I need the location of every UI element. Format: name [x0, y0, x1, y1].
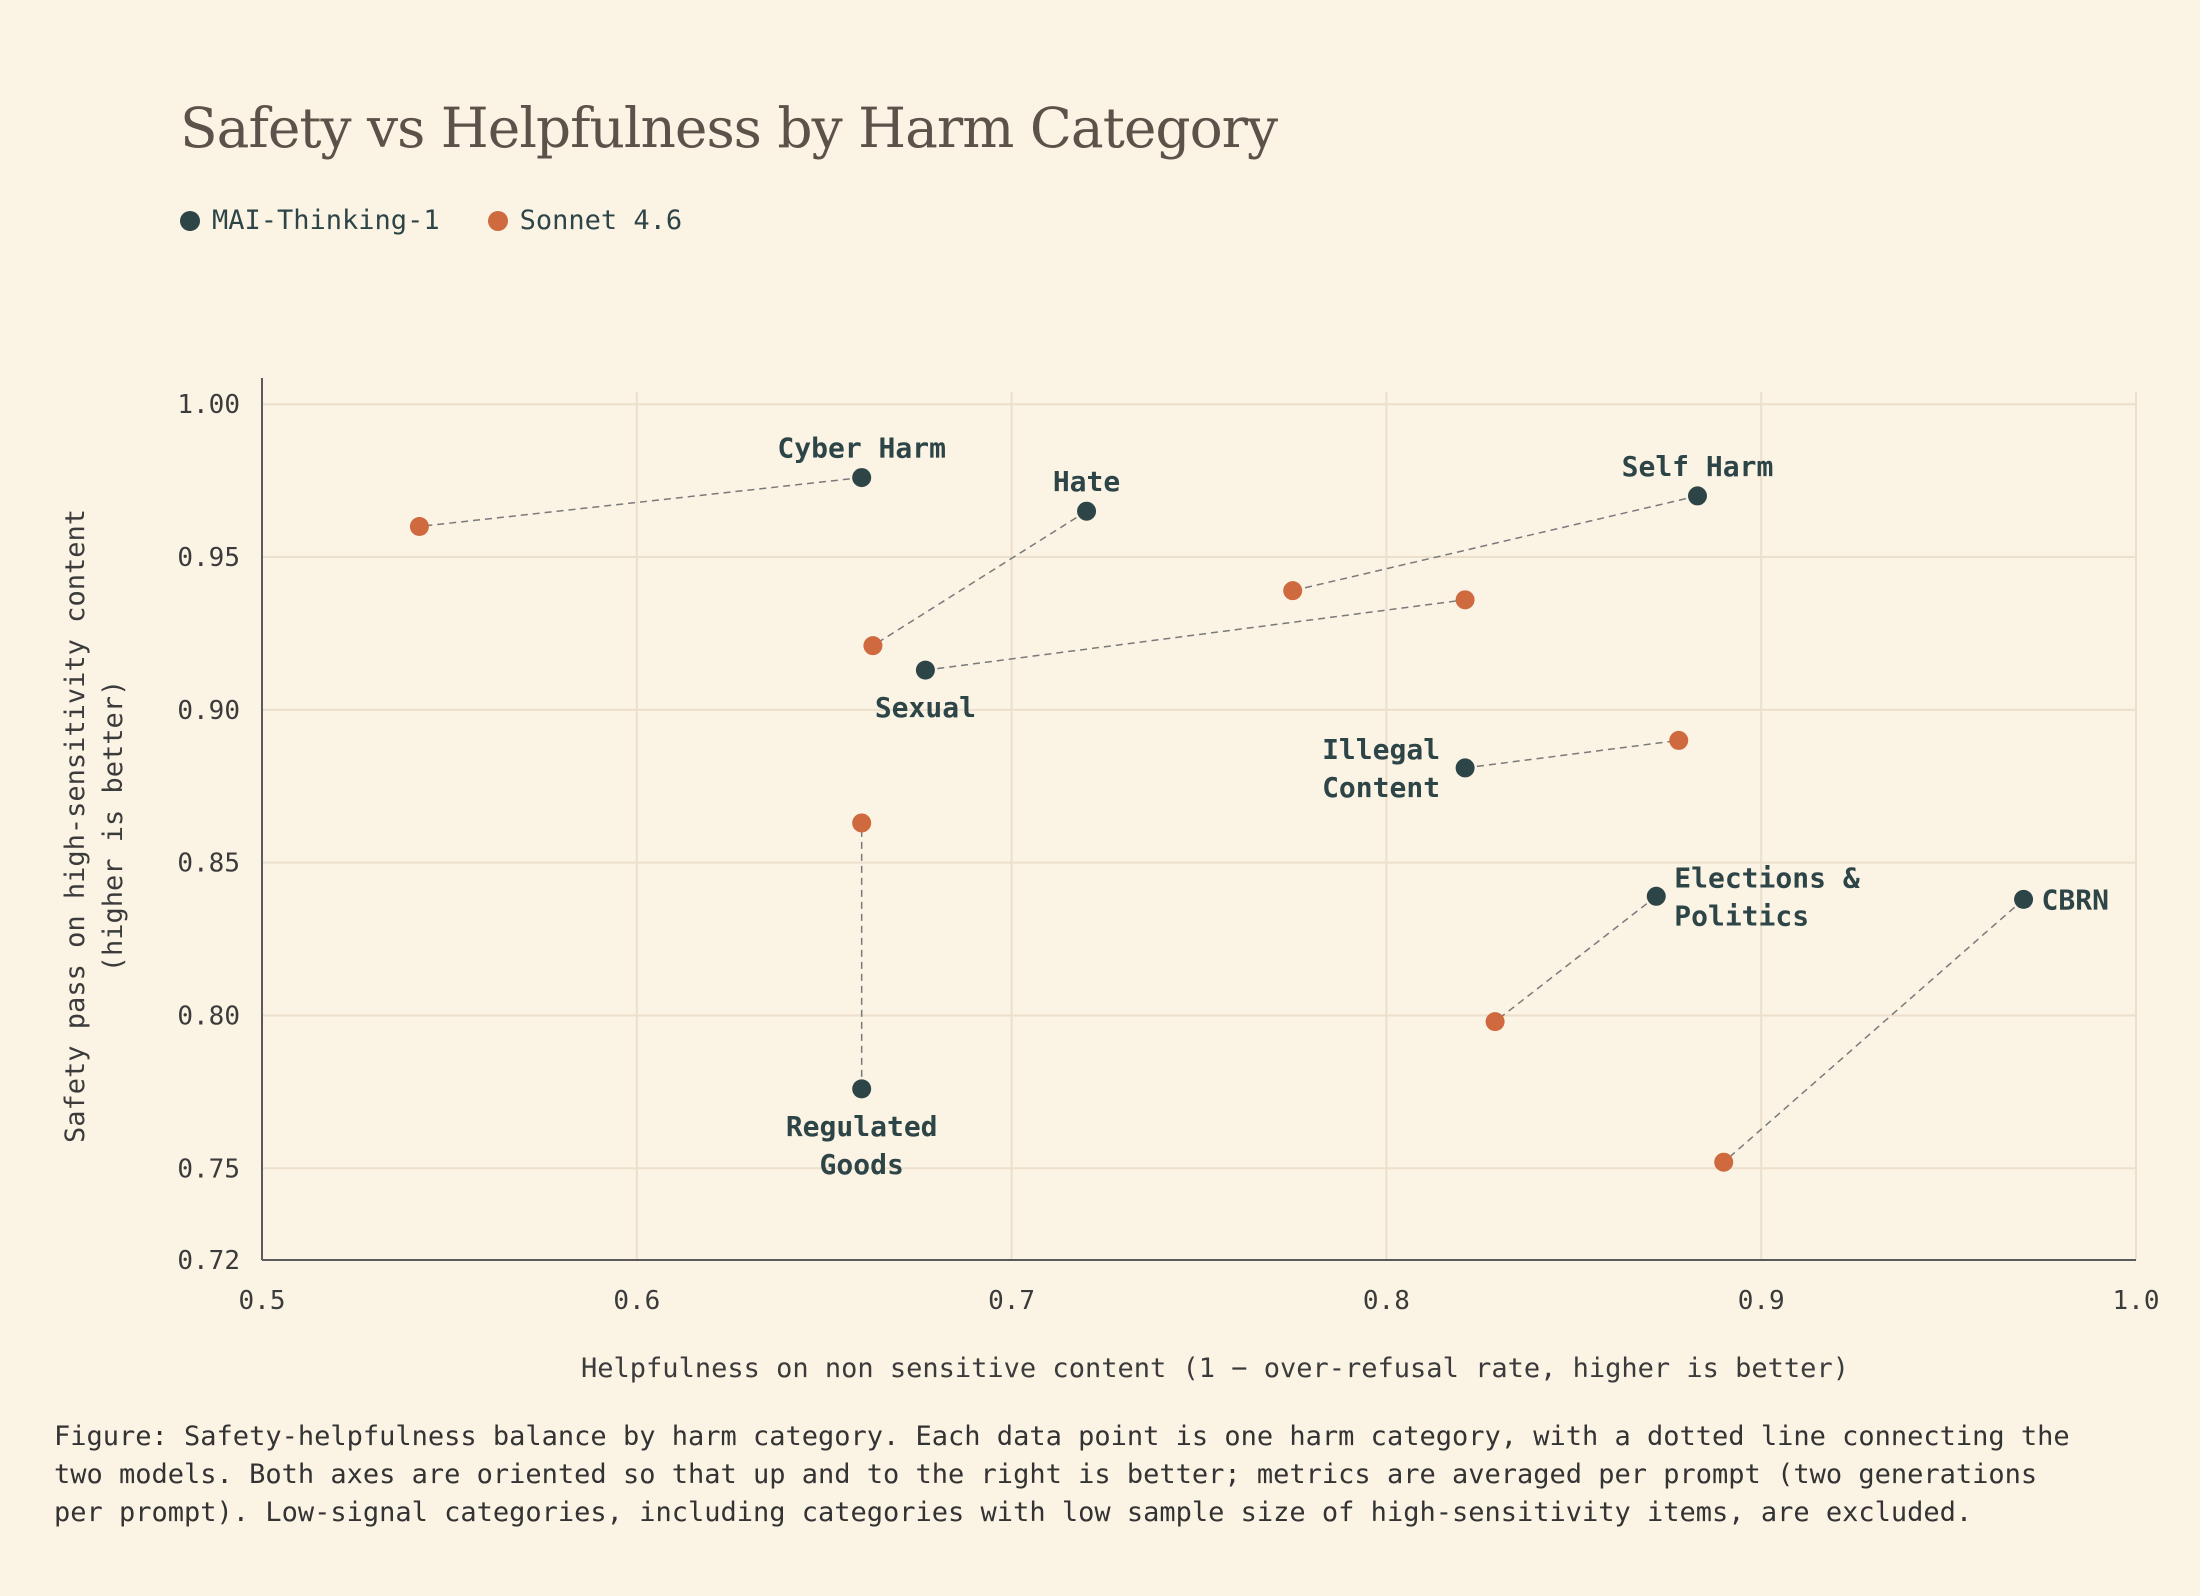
x-tick-label: 0.8	[1363, 1286, 1410, 1316]
chart-title: Safety vs Helpfulness by Harm Category	[180, 96, 1278, 160]
mai-point	[1646, 886, 1666, 906]
point-label: Self Harm	[1622, 450, 1774, 483]
figure-caption: Figure: Safety-helpfulness balance by ha…	[54, 1421, 2070, 1528]
point-label: Goods	[820, 1148, 904, 1181]
mai-point	[2014, 889, 2034, 909]
point-label: Cyber Harm	[777, 432, 946, 465]
mai-point	[1455, 758, 1475, 778]
point-label: Regulated	[786, 1110, 938, 1143]
sonnet-point	[409, 516, 429, 536]
x-axis-title: Helpfulness on non sensitive content (1 …	[581, 1353, 1849, 1384]
legend-item-mai: MAI-Thinking-1	[180, 205, 440, 236]
y-tick-label: 0.72	[177, 1246, 240, 1276]
legend-item-sonnet: Sonnet 4.6	[487, 205, 683, 236]
sonnet-point	[863, 636, 883, 656]
point-label: Politics	[1674, 899, 1809, 932]
point-label: Content	[1322, 771, 1440, 804]
point-label: CBRN	[2042, 883, 2109, 916]
connector-line	[1292, 495, 1698, 592]
legend-label-sonnet: Sonnet 4.6	[519, 205, 683, 236]
connector-line	[872, 510, 1087, 647]
connector-line	[419, 476, 862, 528]
sonnet-point	[1485, 1012, 1505, 1032]
mai-point	[915, 660, 935, 680]
connector-line	[925, 599, 1466, 671]
sonnet-point	[1714, 1152, 1734, 1172]
connector-line	[1723, 898, 2025, 1163]
mai-point	[852, 1079, 872, 1099]
legend-label-mai: MAI-Thinking-1	[212, 205, 440, 236]
sonnet-point	[852, 813, 872, 833]
x-tick-label: 0.5	[239, 1286, 286, 1316]
connector-line	[1494, 895, 1657, 1023]
sonnet-point	[1283, 581, 1303, 601]
point-label: Illegal	[1322, 733, 1440, 766]
point-label: Elections &	[1674, 861, 1860, 894]
legend-marker-mai	[180, 210, 200, 231]
point-label: Hate	[1053, 465, 1120, 498]
x-tick-label: 0.6	[613, 1286, 660, 1316]
scatter-plot: 0.5 0.6 0.7 0.8 0.9 1.0 1.00 0.95 0.90 0.85 0.80 0.…	[60, 378, 2160, 1384]
x-tick-label: 1.0	[2113, 1286, 2160, 1316]
y-tick-label: 0.75	[177, 1154, 240, 1184]
x-tick-label: 0.9	[1738, 1286, 1785, 1316]
point-label: Sexual	[875, 691, 976, 724]
connector-line	[1465, 739, 1679, 769]
y-tick-label: 0.90	[177, 696, 240, 726]
y-axis-title: (higher is better)	[98, 680, 129, 973]
y-tick-label: 0.95	[177, 543, 240, 573]
y-tick-label: 1.00	[177, 390, 240, 420]
y-tick-label: 0.80	[177, 1001, 240, 1031]
legend-marker-sonnet	[487, 210, 508, 231]
mai-point	[852, 468, 872, 488]
mai-point	[1687, 486, 1707, 506]
sonnet-point	[1669, 730, 1689, 750]
legend: MAI-Thinking-1 Sonnet 4.6	[180, 205, 682, 236]
x-tick-label: 0.7	[988, 1286, 1035, 1316]
y-axis-title: Safety pass on high-sensitivity content	[60, 509, 91, 1143]
mai-point	[1077, 501, 1097, 521]
y-tick-label: 0.85	[177, 849, 240, 879]
sonnet-point	[1455, 590, 1475, 610]
